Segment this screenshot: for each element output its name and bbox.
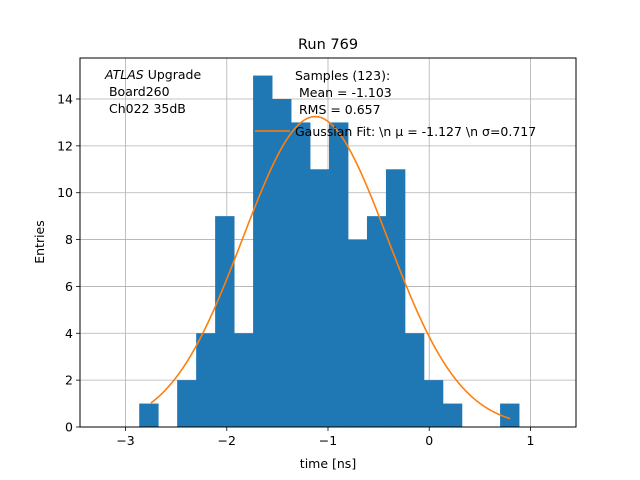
y-tick-label: 8 xyxy=(65,232,73,247)
atlas-label-line2: Board260 xyxy=(105,84,170,99)
x-tick-label: 1 xyxy=(526,433,534,448)
stats-rms: RMS = 0.657 xyxy=(295,102,381,117)
histogram-bar xyxy=(366,216,387,427)
histogram-bar xyxy=(347,239,368,427)
y-tick-label: 2 xyxy=(65,373,73,388)
histogram-bar xyxy=(329,122,349,427)
histogram-bar xyxy=(500,403,520,427)
histogram-bar xyxy=(423,380,444,427)
histogram-bars xyxy=(139,75,520,428)
histogram-bar xyxy=(139,403,159,427)
y-tick-label: 12 xyxy=(57,138,73,153)
histogram-bar xyxy=(404,333,425,427)
histogram-bar xyxy=(291,122,311,427)
histogram-bar xyxy=(215,216,235,427)
histogram-bar xyxy=(234,333,254,427)
histogram-bar xyxy=(253,75,273,428)
x-tick-label: −1 xyxy=(319,433,337,448)
y-tick-label: 10 xyxy=(57,185,73,200)
stats-samples: Samples (123): xyxy=(295,68,390,83)
atlas-annotation: ATLAS Upgrade Board260 Ch022 35dB xyxy=(104,67,201,116)
histogram-bar xyxy=(196,333,216,427)
histogram-bar xyxy=(272,99,292,427)
y-tick-label: 6 xyxy=(65,279,73,294)
histogram-bar xyxy=(385,169,406,428)
legend: Gaussian Fit: \n μ = -1.127 \n σ=0.717 xyxy=(255,124,536,139)
x-axis-label: time [ns] xyxy=(300,456,356,471)
atlas-label-suffix: Upgrade xyxy=(144,67,202,82)
histogram-bar xyxy=(310,169,330,428)
x-tick-label: −3 xyxy=(116,433,134,448)
y-tick-label: 4 xyxy=(65,326,73,341)
stats-box: Samples (123): Mean = -1.103 RMS = 0.657 xyxy=(295,68,392,117)
chart-title: Run 769 xyxy=(298,37,358,53)
y-axis-label: Entries xyxy=(32,220,47,264)
atlas-label-line3: Ch022 35dB xyxy=(105,101,186,116)
histogram-bar xyxy=(442,403,463,427)
x-tick-label: 0 xyxy=(425,433,433,448)
atlas-label-prefix: ATLAS xyxy=(104,67,144,82)
histogram-bar xyxy=(177,380,197,427)
legend-label: Gaussian Fit: \n μ = -1.127 \n σ=0.717 xyxy=(295,124,536,139)
x-tick-label: −2 xyxy=(218,433,236,448)
atlas-label-line1: ATLAS Upgrade xyxy=(104,67,201,82)
y-tick-label: 0 xyxy=(65,420,73,435)
stats-mean: Mean = -1.103 xyxy=(295,85,392,100)
gaussian-fit xyxy=(150,115,511,420)
y-tick-label: 14 xyxy=(57,92,73,107)
gaussian-fit-curve xyxy=(150,115,511,420)
